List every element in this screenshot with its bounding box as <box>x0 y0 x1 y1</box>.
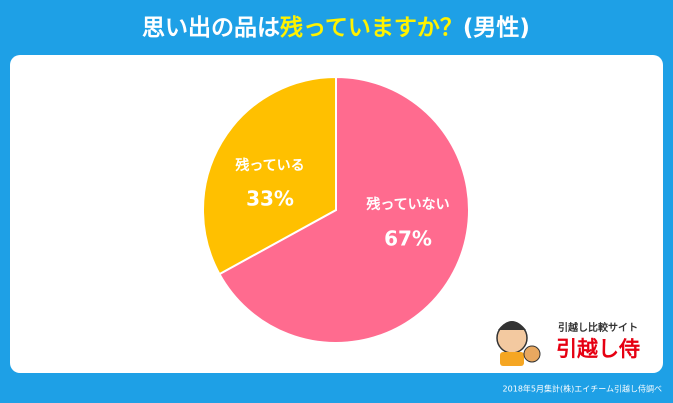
source: 2018年5月集計(株)エイチーム引越し侍調べ <box>503 384 662 394</box>
title-part: 思い出の品は <box>142 15 280 41</box>
logo-cat <box>523 345 541 363</box>
logo-tagline: 引越し比較サイト <box>558 321 638 334</box>
pie-slice <box>218 75 470 344</box>
slice-value: 33% <box>246 187 294 211</box>
title-part: (男性) <box>463 15 530 41</box>
logo-name: 引越し侍 <box>556 337 640 361</box>
slice-label: 残っている <box>235 157 304 174</box>
pie-slice <box>202 75 337 276</box>
logo-body <box>500 352 524 366</box>
title: 思い出の品は残っていますか？(男性) <box>142 14 530 41</box>
slice-value: 67% <box>384 227 432 251</box>
pie: 残っていない 67% 残っている 33% <box>202 75 470 344</box>
logo-hair <box>498 321 526 330</box>
logo: 引越し比較サイト 引越し侍 <box>496 321 640 366</box>
slice-label: 残っていない <box>366 196 449 213</box>
title-part: 残っていますか？ <box>280 14 463 41</box>
